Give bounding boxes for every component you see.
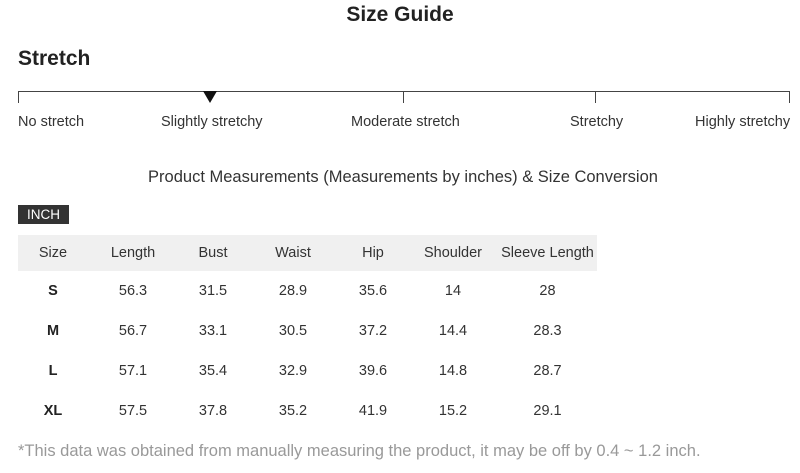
table-cell: 35.2 bbox=[278, 403, 308, 419]
column-header: Shoulder bbox=[408, 235, 498, 271]
table-cell: 28.3 bbox=[533, 323, 562, 339]
column-header: Length bbox=[88, 235, 178, 271]
stretch-label-slightly-stretchy: Slightly stretchy bbox=[161, 114, 263, 130]
unit-badge: INCH bbox=[18, 205, 69, 224]
table-cell: 56.7 bbox=[118, 323, 148, 339]
stretch-label-moderate-stretch: Moderate stretch bbox=[351, 114, 460, 130]
table-cell: 39.6 bbox=[358, 363, 388, 379]
table-cell: 29.1 bbox=[533, 403, 562, 419]
measurements-subtitle: Product Measurements (Measurements by in… bbox=[148, 168, 658, 186]
column-header: Waist bbox=[248, 235, 338, 271]
table-cell: 33.1 bbox=[198, 323, 228, 339]
size-cell: M bbox=[46, 323, 60, 339]
table-cell: 14.4 bbox=[438, 323, 468, 339]
stretch-section-title: Stretch bbox=[18, 47, 91, 70]
table-cell: 14.8 bbox=[438, 363, 468, 379]
stretch-label-stretchy: Stretchy bbox=[570, 114, 624, 130]
stretch-tick-stretchy bbox=[595, 91, 596, 103]
stretch-label-highly-stretchy: Highly stretchy bbox=[695, 114, 791, 130]
size-cell: S bbox=[48, 283, 58, 299]
table-cell: 28 bbox=[539, 283, 556, 299]
table-cell: 31.5 bbox=[198, 283, 228, 299]
table-row: S 56.3 31.5 28.9 35.6 14 28 bbox=[18, 271, 597, 311]
column-header: Size bbox=[18, 235, 88, 271]
table-cell: 28.9 bbox=[278, 283, 308, 299]
stretch-tick-no-stretch bbox=[18, 91, 19, 103]
table-row: XL 57.5 37.8 35.2 41.9 15.2 29.1 bbox=[18, 391, 597, 431]
table-row: M 56.7 33.1 30.5 37.2 14.4 28.3 bbox=[18, 311, 597, 351]
table-row: L 57.1 35.4 32.9 39.6 14.8 28.7 bbox=[18, 351, 597, 391]
size-cell: XL bbox=[43, 403, 63, 419]
size-cell: L bbox=[48, 363, 58, 379]
column-header: Bust bbox=[178, 235, 248, 271]
table-cell: 57.5 bbox=[118, 403, 148, 419]
table-cell: 32.9 bbox=[278, 363, 308, 379]
stretch-tick-highly-stretchy bbox=[789, 91, 790, 103]
stretch-scale: No stretch Slightly stretchy Moderate st… bbox=[18, 85, 790, 135]
column-header: Hip bbox=[338, 235, 408, 271]
column-header: Sleeve Length bbox=[498, 235, 597, 271]
page-title: Size Guide bbox=[346, 3, 454, 26]
stretch-label-no-stretch: No stretch bbox=[18, 114, 85, 130]
table-header-row: Size Length Bust Waist Hip Shoulder Slee… bbox=[18, 235, 597, 271]
stretch-scale-line bbox=[18, 91, 790, 92]
table-cell: 57.1 bbox=[118, 363, 148, 379]
size-table: Size Length Bust Waist Hip Shoulder Slee… bbox=[18, 235, 597, 431]
stretch-tick-moderate bbox=[403, 91, 404, 103]
table-cell: 35.4 bbox=[198, 363, 228, 379]
table-cell: 35.6 bbox=[358, 283, 388, 299]
table-cell: 37.8 bbox=[198, 403, 228, 419]
table-cell: 14 bbox=[444, 283, 462, 299]
table-cell: 30.5 bbox=[278, 323, 308, 339]
table-cell: 56.3 bbox=[118, 283, 148, 299]
table-cell: 37.2 bbox=[358, 323, 388, 339]
table-cell: 41.9 bbox=[358, 403, 388, 419]
stretch-selected-marker-icon bbox=[203, 91, 217, 103]
table-cell: 28.7 bbox=[533, 363, 562, 379]
measurement-footnote: *This data was obtained from manually me… bbox=[18, 442, 701, 460]
table-cell: 15.2 bbox=[438, 403, 468, 419]
